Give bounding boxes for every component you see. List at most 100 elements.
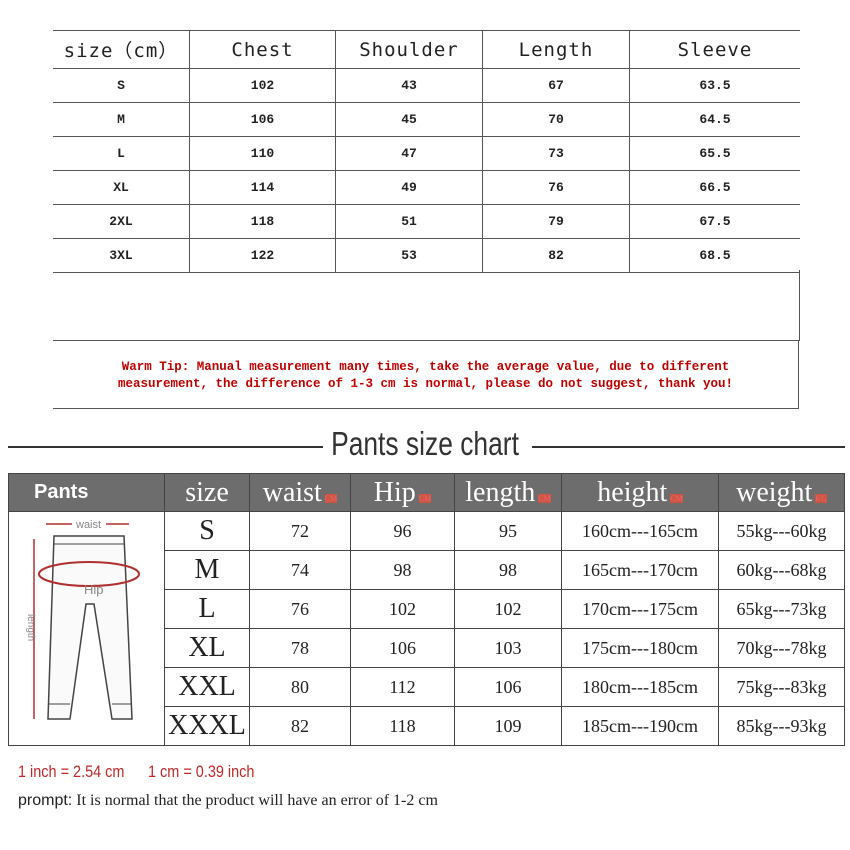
unit-label: KG (815, 493, 827, 503)
header-cell: size（cm） (53, 30, 190, 69)
table-cell: 96 (350, 511, 455, 551)
table-cell: 67.5 (629, 204, 800, 239)
table-row: M 106 45 70 64.5 (53, 102, 800, 137)
table-cell: 102 (454, 589, 562, 629)
table-cell: 55kg---60kg (718, 511, 845, 551)
warm-tip-line: measurement, the difference of 1-3 cm is… (117, 377, 734, 391)
blank-area (53, 270, 800, 341)
table-row: L 110 47 73 65.5 (53, 136, 800, 171)
table-cell: XL (164, 628, 250, 668)
table-cell: L (164, 589, 250, 629)
table-cell: 118 (350, 706, 455, 746)
table-row: L 76 102 102 170cm---175cm 65kg---73kg (9, 589, 845, 629)
table-cell: 95 (454, 511, 562, 551)
warm-tip: Warm Tip: Manual measurement many times,… (53, 340, 799, 409)
table-cell: 79 (482, 204, 630, 239)
table-row: 2XL 118 51 79 67.5 (53, 204, 800, 239)
header-label: Hip (373, 476, 416, 508)
table-cell: 76 (482, 170, 630, 205)
header-cell: Sleeve (629, 30, 800, 69)
table-cell: 98 (350, 550, 455, 590)
table-cell: 49 (335, 170, 483, 205)
table-cell: S (53, 68, 190, 103)
table-cell: 74 (249, 550, 351, 590)
header-cell: Length (482, 30, 630, 69)
warm-tip-line: Warm Tip: Manual measurement many times,… (121, 360, 730, 374)
table-row: 3XL 122 53 82 68.5 (53, 238, 800, 273)
table-cell: 160cm---165cm (561, 511, 719, 551)
table-cell: 76 (249, 589, 351, 629)
table-cell: 2XL (53, 204, 190, 239)
table-cell: 106 (350, 628, 455, 668)
table-cell: 185cm---190cm (561, 706, 719, 746)
header-cell: height CM (561, 473, 719, 512)
prompt-label: prompt: (18, 792, 73, 809)
header-label: weight (736, 476, 813, 508)
unit-label: CM (670, 493, 683, 503)
table-row: waist Hip length S 72 96 95 160cm---165cm 55kg… (8, 511, 845, 746)
pants-illustration-icon: waist Hip length (25, 519, 140, 720)
conversion-cm: 1 cm = 0.39 inch (148, 762, 255, 781)
header-cell: weight KG (718, 473, 845, 512)
table-cell: 170cm---175cm (561, 589, 719, 629)
divider (8, 446, 323, 448)
table-row: XXXL 82 118 109 185cm---190cm 85kg---93kg (9, 706, 845, 746)
table-cell: L (53, 136, 190, 171)
header-cell: length CM (454, 473, 562, 512)
table-cell: 175cm---180cm (561, 628, 719, 668)
table-cell: 53 (335, 238, 483, 273)
header-cell: Chest (189, 30, 336, 69)
table-cell: 51 (335, 204, 483, 239)
table-row: XL 78 106 103 175cm---180cm 70kg---78kg (9, 628, 845, 668)
table-row: XL 114 49 76 66.5 (53, 170, 800, 205)
table-cell: 112 (350, 667, 455, 707)
table-cell: 66.5 (629, 170, 800, 205)
table-cell: XL (53, 170, 190, 205)
table-cell: 106 (189, 102, 336, 137)
table-cell: M (53, 102, 190, 137)
table-cell: S (164, 511, 250, 551)
header-cell: Hip CM (350, 473, 455, 512)
table-cell: 65.5 (629, 136, 800, 171)
table-cell: 102 (350, 589, 455, 629)
svg-text:Hip: Hip (84, 582, 104, 597)
header-row: Pants size waist CM Hip CM length CM height CM wei… (8, 473, 845, 512)
unit-label: CM (324, 493, 338, 503)
table-row: S 102 43 67 63.5 (53, 68, 800, 103)
header-label: waist (262, 476, 322, 508)
unit-label: CM (418, 493, 432, 503)
unit-label: CM (538, 493, 551, 503)
table-row: XXL 80 112 106 180cm---185cm 75kg---83kg (9, 667, 845, 707)
table-cell: 64.5 (629, 102, 800, 137)
header-row: size（cm） Chest Shoulder Length Sleeve (53, 30, 800, 69)
table-cell: 114 (189, 170, 336, 205)
table-cell: 73 (482, 136, 630, 171)
pants-diagram: waist Hip length (8, 511, 165, 746)
header-cell: waist CM (249, 473, 351, 512)
prompt-text: It is normal that the product will have … (72, 792, 438, 809)
header-label: height (597, 476, 668, 508)
table-cell: 106 (454, 667, 562, 707)
table-cell: 98 (454, 550, 562, 590)
table-cell: 180cm---185cm (561, 667, 719, 707)
table-row: M 74 98 98 165cm---170cm 60kg---68kg (9, 550, 845, 590)
table-cell: 68.5 (629, 238, 800, 273)
table-cell: 103 (454, 628, 562, 668)
table-cell: 118 (189, 204, 336, 239)
svg-text:waist: waist (75, 519, 101, 531)
pants-size-table: Pants size waist CM Hip CM length CM height CM wei… (8, 473, 845, 746)
table-cell: 70kg---78kg (718, 628, 845, 668)
table-cell: 70 (482, 102, 630, 137)
table-cell: 43 (335, 68, 483, 103)
table-cell: 45 (335, 102, 483, 137)
table-cell: 63.5 (629, 68, 800, 103)
table-cell: 110 (189, 136, 336, 171)
header-cell: Pants (8, 473, 165, 512)
table-cell: 78 (249, 628, 351, 668)
table-cell: M (164, 550, 250, 590)
table-cell: 67 (482, 68, 630, 103)
table-cell: 65kg---73kg (718, 589, 845, 629)
table-cell: 102 (189, 68, 336, 103)
svg-text:length: length (25, 614, 36, 641)
